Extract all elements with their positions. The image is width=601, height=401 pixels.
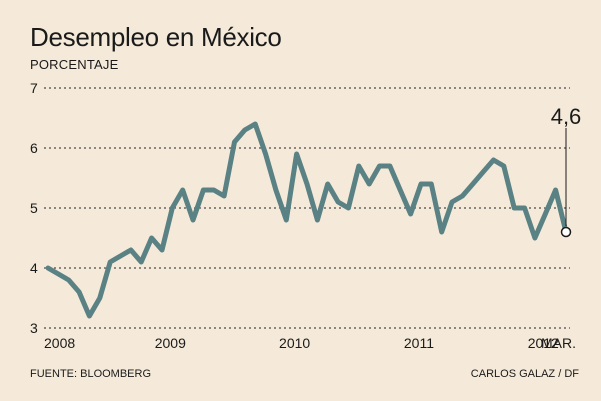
chart-title: Desempleo en México	[30, 22, 282, 52]
y-tick-label: 4	[30, 260, 38, 276]
y-tick-label: 3	[30, 320, 38, 336]
x-tick-label: 2008	[44, 335, 75, 351]
unemployment-line	[45, 121, 569, 319]
chart-subtitle: PORCENTAJE	[30, 57, 119, 72]
x-tick-label: 2010	[279, 335, 310, 351]
callout-value: 4,6	[551, 104, 582, 129]
x-tick-label: MAR.	[541, 335, 576, 351]
y-tick-label: 5	[30, 200, 38, 216]
author-credit: CARLOS GALAZ / DF	[470, 368, 579, 380]
y-tick-label: 6	[30, 140, 38, 156]
gridlines	[44, 87, 570, 329]
y-tick-label: 7	[30, 80, 38, 96]
series-layer	[45, 121, 569, 319]
x-tick-label: 2012	[528, 335, 559, 351]
last-point-marker	[560, 226, 572, 238]
source-note: FUENTE: BLOOMBERG	[30, 368, 152, 380]
y-axis-ticks: 3 4 5 6 7	[30, 80, 38, 336]
x-tick-label: 2009	[155, 335, 186, 351]
last-value-callout: 4,6	[551, 104, 582, 238]
x-tick-label: 2011	[404, 335, 434, 351]
